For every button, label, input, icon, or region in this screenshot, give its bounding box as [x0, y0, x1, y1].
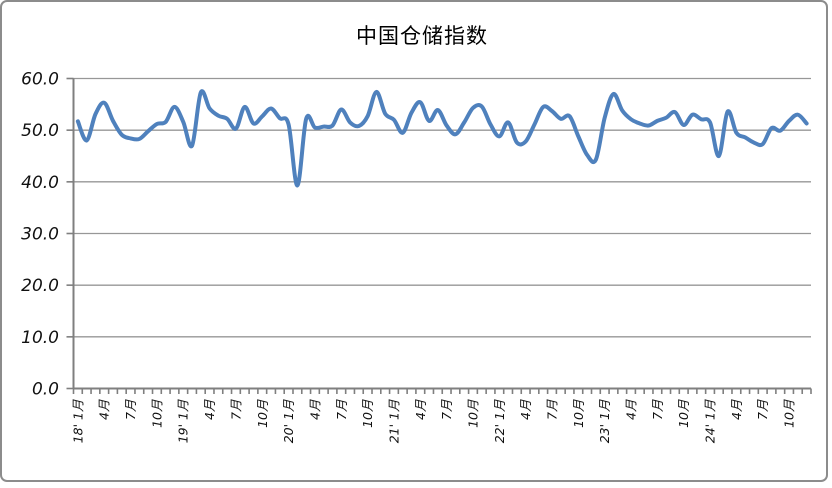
x-axis-label: 4月 — [307, 399, 322, 420]
y-axis-label: 40.0 — [21, 173, 59, 193]
x-axis-label: 10月 — [782, 399, 797, 428]
x-axis-label: 20' 1月 — [281, 399, 296, 443]
y-axis-label: 0.0 — [32, 380, 59, 400]
x-axis-label: 4月 — [624, 399, 639, 420]
y-axis-label: 20.0 — [21, 276, 59, 296]
x-axis-label: 22' 1月 — [492, 399, 507, 443]
x-axis-label: 10月 — [255, 399, 270, 428]
x-axis-label: 4月 — [97, 399, 112, 420]
x-axis-label: 19' 1月 — [176, 399, 191, 443]
y-axis-label: 60.0 — [21, 70, 59, 90]
y-axis-label: 30.0 — [21, 225, 59, 245]
series-line — [75, 89, 809, 188]
x-axis-label: 4月 — [518, 399, 533, 420]
x-axis-label: 7月 — [334, 399, 349, 420]
x-axis-label: 10月 — [571, 399, 586, 428]
y-axis-label: 10.0 — [21, 328, 59, 348]
x-axis-label: 7月 — [228, 399, 243, 420]
y-axis-label: 50.0 — [21, 121, 59, 141]
x-axis-label: 21' 1月 — [386, 399, 401, 443]
x-axis-label: 18' 1月 — [70, 399, 85, 443]
x-axis-label: 23' 1月 — [597, 399, 612, 443]
x-axis-label: 7月 — [650, 399, 665, 420]
x-axis-label: 10月 — [149, 399, 164, 428]
x-axis-label: 7月 — [544, 399, 559, 420]
x-axis-label: 7月 — [439, 399, 454, 420]
chart-title: 中国仓储指数 — [356, 24, 488, 48]
x-axis-label: 24' 1月 — [703, 399, 718, 443]
x-axis-label: 10月 — [360, 399, 375, 428]
x-axis-label: 7月 — [755, 399, 770, 420]
x-axis-label: 4月 — [202, 399, 217, 420]
x-axis-label: 4月 — [413, 399, 428, 420]
x-axis-label: 4月 — [729, 399, 744, 420]
x-axis-label: 10月 — [465, 399, 480, 428]
x-axis-label: 7月 — [123, 399, 138, 420]
x-axis-label: 10月 — [676, 399, 691, 428]
